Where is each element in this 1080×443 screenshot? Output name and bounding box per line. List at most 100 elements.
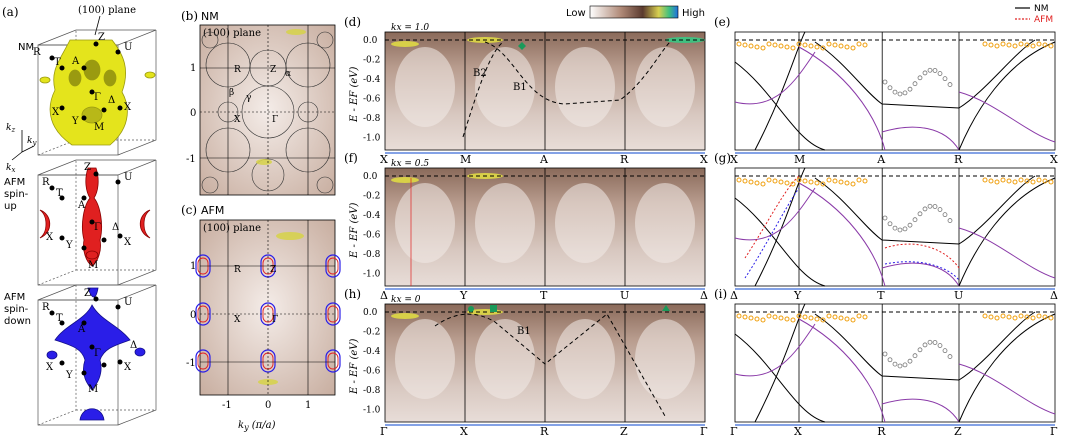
exp-point-orange [1048,43,1054,49]
exp-point-orange [784,180,790,186]
panel-f: (f) kx = 0.5 0.0 -0.2 -0.4 -0.6 -0.8 -1.0 E - EF… [344,151,708,302]
exp-point-grey [897,363,903,369]
exp-point-grey [942,76,948,82]
dft-band-2 [734,323,816,377]
colorbar-high: High [682,8,705,19]
exp-point-orange [826,313,832,319]
exp-point-grey [947,354,953,359]
exp-point-orange [1006,314,1012,320]
exp-point-grey [892,225,898,231]
exp-point-orange [748,43,754,49]
dft-frame-i [734,303,1056,423]
exp-point-grey [902,90,908,96]
exp-point-orange [778,315,784,321]
exp-point-orange [1018,177,1024,183]
arpes-xtick-d-4: X [700,153,708,166]
ytick-f-0: 0.0 [363,172,378,182]
fs-b-gamma: γ [246,93,251,103]
arpes-ylabel-h: E - EF (eV) [349,339,360,395]
exp-point-orange [808,43,814,49]
fs-b-R: R [234,65,241,75]
exp-point-orange [988,42,994,48]
arpes-bright-spot [391,313,419,319]
fs-b-Z: Z [270,65,276,75]
exp-point-orange [826,41,832,47]
svg-text:Y: Y [65,240,73,251]
exp-point-orange [820,181,826,187]
exp-point-grey [947,218,953,223]
exp-point-orange [742,178,748,184]
svg-text:U: U [124,172,132,183]
axis-ky: ky [27,136,37,147]
ytick-c-0: 0 [190,310,196,321]
panel-c: (c) AFM (100) plane R Z X Γ [181,203,341,396]
exp-point-grey [882,351,888,357]
exp-point-orange [742,42,748,48]
axis-kx: kx [6,163,15,174]
exp-point-orange [790,45,796,51]
panel-c-label: (c) [181,203,197,217]
ytick-h-2: -0.4 [363,347,381,357]
dft-band-0 [734,61,826,151]
exp-point-orange [748,179,754,185]
svg-text:T: T [54,57,61,68]
dft-xtick-g-1: Y [793,289,802,302]
svg-text:A: A [77,200,86,211]
dft-xtick-e-3: R [954,153,963,166]
ytick-b-1: 1 [190,63,196,74]
exp-point-grey [917,347,923,353]
exp-point-orange [844,44,850,50]
svg-text:T: T [56,313,63,324]
exp-point-orange [808,179,814,185]
exp-point-orange [994,315,1000,321]
ytick-h-3: -0.6 [363,367,381,377]
exp-point-grey [887,357,893,363]
exp-point-orange [1042,42,1048,48]
panel-i: (i) Γ X R Z Γ [714,287,1058,438]
panel-b-label: (b) [181,9,198,23]
dft-xtick-g-2: T [877,289,885,302]
exp-point-orange [844,316,850,322]
exp-point-orange [790,181,796,187]
exp-point-orange [820,317,826,323]
dft-band-7 [958,363,1056,415]
exp-point-orange [1024,42,1030,48]
exp-point-orange [790,317,796,323]
fs-c-X: X [234,315,241,325]
exp-point-orange [796,313,802,319]
ytick-d-1: -0.2 [363,56,380,66]
marker-circle [468,306,474,312]
arpes-texture [475,319,535,399]
exp-point-grey [897,227,903,233]
panel-a-label: (a) [2,5,19,19]
exp-point-grey [917,75,923,81]
exp-point-grey [912,217,918,223]
kx-label-d: kx = 1.0 [391,23,429,33]
dft-band-6 [958,41,1056,151]
arpes-texture [555,47,615,127]
exp-point-orange [982,313,988,319]
exp-point-orange [754,180,760,186]
dft-xtick-i-1: X [794,425,802,438]
exp-point-grey [922,342,928,348]
exp-point-grey [907,358,913,364]
svg-text:U: U [124,42,132,53]
svg-text:Γ: Γ [94,92,101,103]
exp-point-orange [1048,315,1054,321]
exp-point-orange [844,180,850,186]
exp-point-orange [1030,315,1036,321]
exp-point-grey [917,211,923,217]
ytick-d-5: -1.0 [363,134,381,144]
legend-afm: AFM [1034,15,1053,25]
ytick-c-m1: -1 [186,358,196,369]
fs-map-b [199,24,336,196]
dft-band-7 [958,91,1056,143]
exp-point-orange [814,44,820,50]
svg-text:Γ: Γ [94,348,101,359]
bc-axes: kz (π/c) kz (π/c) 1 0 -1 1 0 -1 -1 0 1 k… [186,63,311,432]
kx-label-h: kx = 0 [391,295,421,305]
exp-point-grey [927,203,933,209]
section-label-afm-up: AFM spin-up [4,177,29,212]
panel-c-title: AFM [201,204,224,217]
